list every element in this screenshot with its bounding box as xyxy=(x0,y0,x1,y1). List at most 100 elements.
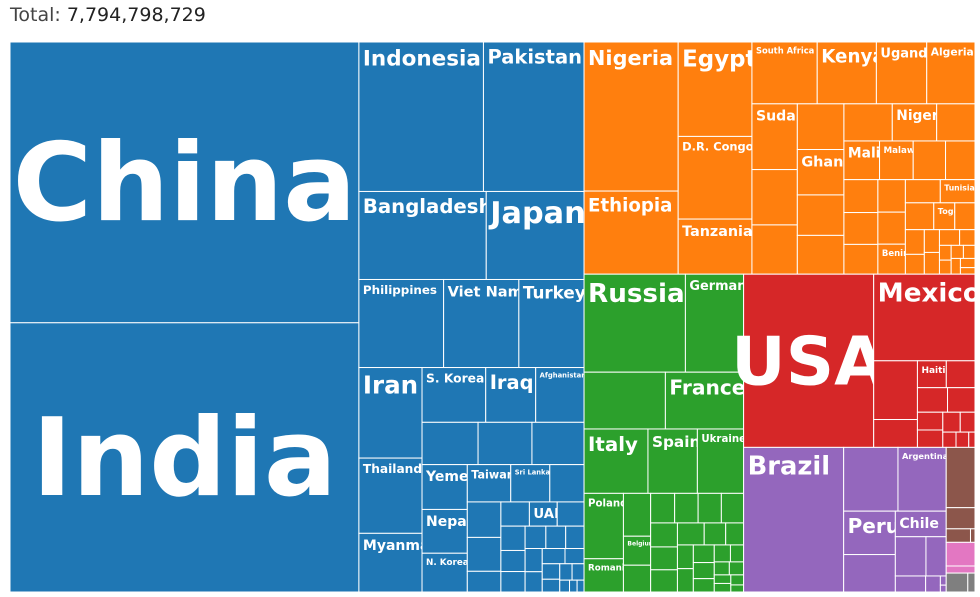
total-value: 7,794,798,729 xyxy=(66,4,206,26)
country-cell xyxy=(894,536,927,577)
country-cell xyxy=(692,578,715,593)
country-cell xyxy=(894,575,927,593)
country-label: Viet Nam xyxy=(448,284,523,301)
country-cell xyxy=(725,522,745,546)
country-label: Thailand xyxy=(363,462,422,476)
country-cell xyxy=(676,522,705,546)
country-cell xyxy=(796,103,845,151)
country-cell xyxy=(938,244,952,261)
country-cell xyxy=(583,273,686,373)
country-cell xyxy=(500,525,526,551)
country-cell xyxy=(923,229,940,253)
country-label: Togo xyxy=(938,206,960,216)
country-cell xyxy=(421,464,468,510)
country-cell xyxy=(583,41,679,192)
country-label: Mali xyxy=(848,145,881,161)
country-label: Belgium xyxy=(627,541,655,548)
country-cell xyxy=(954,202,976,231)
total-label: Total: xyxy=(10,4,61,26)
country-label: Yemen xyxy=(425,469,478,485)
country-label: Afghanistan xyxy=(540,372,587,380)
country-cell xyxy=(583,492,624,560)
country-cell xyxy=(916,360,947,389)
country-cell xyxy=(510,464,551,503)
country-cell xyxy=(524,571,543,593)
country-cell xyxy=(650,546,678,571)
country-cell xyxy=(894,510,947,538)
country-cell xyxy=(559,563,573,581)
country-cell xyxy=(751,41,818,105)
country-cell xyxy=(541,563,561,580)
country-label: Nigeria xyxy=(588,46,673,70)
country-cell xyxy=(564,548,585,565)
country-label: Sri Lanka xyxy=(515,469,550,477)
country-cell xyxy=(816,41,877,105)
country-label: S. Korea xyxy=(426,372,484,386)
country-label: Poland xyxy=(588,499,627,510)
country-label: France xyxy=(669,375,745,399)
country-cell xyxy=(569,579,578,593)
country-label: South Africa xyxy=(756,46,814,56)
country-label: Japan xyxy=(488,196,585,231)
country-cell xyxy=(622,492,652,537)
country-cell xyxy=(421,367,487,423)
country-label: Ukraine xyxy=(701,434,746,445)
country-cell xyxy=(950,244,964,259)
country-cell xyxy=(925,536,947,577)
country-cell xyxy=(556,501,585,527)
country-label: Chile xyxy=(899,516,939,532)
country-cell xyxy=(684,273,745,373)
country-label: Egypt xyxy=(682,47,756,73)
country-cell xyxy=(923,251,940,275)
country-cell xyxy=(939,584,947,593)
country-cell xyxy=(873,360,918,421)
country-cell xyxy=(535,367,585,423)
country-cell xyxy=(713,582,732,593)
country-label: Iran xyxy=(363,371,418,400)
country-cell xyxy=(576,579,585,593)
country-label: UAE xyxy=(533,507,563,522)
country-label: Romania xyxy=(588,564,631,574)
country-cell xyxy=(713,561,730,576)
country-cell xyxy=(541,548,566,565)
country-cell xyxy=(676,544,694,570)
country-cell xyxy=(358,457,423,534)
country-label: Kenya xyxy=(821,47,885,68)
country-cell xyxy=(796,234,845,275)
country-cell xyxy=(541,578,561,593)
country-cell xyxy=(912,140,947,181)
country-label: Myanmar xyxy=(363,538,437,554)
country-label: Taiwan xyxy=(471,469,514,482)
country-cell xyxy=(421,508,468,554)
country-label: USA xyxy=(731,322,886,400)
country-cell xyxy=(729,544,745,563)
country-cell xyxy=(676,568,694,593)
country-cell xyxy=(962,244,976,259)
country-cell xyxy=(959,257,976,269)
country-cell xyxy=(945,360,976,389)
country-cell xyxy=(939,575,947,586)
country-cell xyxy=(873,273,976,362)
country-label: Peru xyxy=(848,514,900,538)
country-label: Nepal xyxy=(426,514,471,530)
country-cell xyxy=(677,135,753,220)
country-cell xyxy=(622,564,652,593)
country-cell xyxy=(945,446,976,509)
country-cell xyxy=(925,575,941,593)
country-cell xyxy=(942,411,961,433)
country-cell xyxy=(955,431,970,448)
country-cell xyxy=(650,492,676,524)
country-label: Philippines xyxy=(363,283,437,297)
country-cell xyxy=(477,421,533,466)
country-label: Bangladesh xyxy=(363,195,493,218)
total-header: Total: 7,794,798,729 xyxy=(10,4,206,26)
country-cell xyxy=(751,169,798,226)
country-cell xyxy=(677,218,753,275)
country-label: Spain xyxy=(652,433,700,451)
country-cell xyxy=(692,544,715,564)
country-cell xyxy=(945,528,971,543)
country-cell xyxy=(877,211,906,245)
country-label: China xyxy=(13,120,357,246)
country-cell xyxy=(916,429,944,448)
country-cell xyxy=(969,528,976,543)
